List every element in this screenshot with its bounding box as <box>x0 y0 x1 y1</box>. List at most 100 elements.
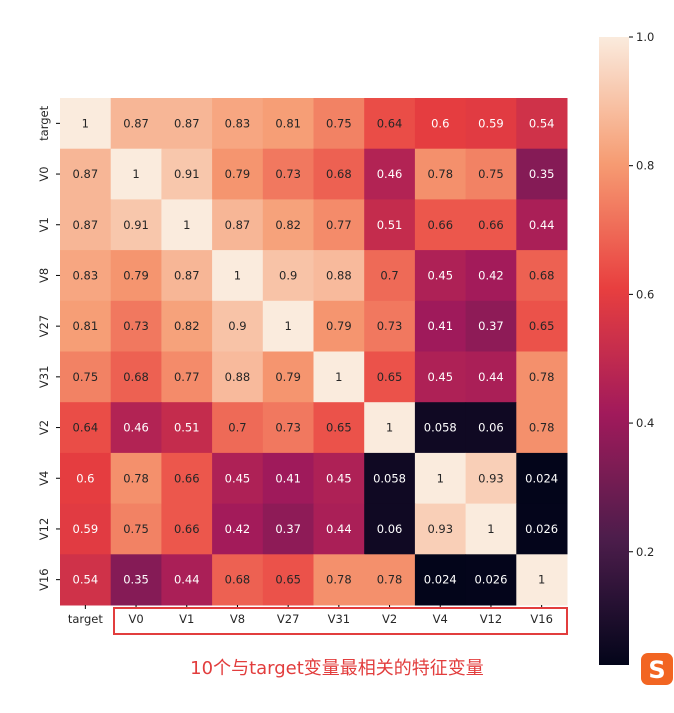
y-tick-label: V12 <box>37 518 51 541</box>
cell-value-label: 0.46 <box>377 167 403 181</box>
cell-value-label: 0.73 <box>123 319 149 333</box>
x-tick-label: V16 <box>530 612 553 626</box>
cell-value-label: 0.37 <box>275 522 301 536</box>
cell-value-label: 0.058 <box>373 471 406 485</box>
cell-value-label: 1 <box>538 573 545 587</box>
cell-value-label: 0.64 <box>73 421 99 435</box>
cell-value-label: 0.6 <box>76 471 94 485</box>
heatmap-cell <box>161 402 213 454</box>
cell-value-label: 0.68 <box>225 573 251 587</box>
colorbar-gradient <box>599 37 629 665</box>
heatmap-cell <box>364 452 416 505</box>
heatmap-cell <box>516 300 568 352</box>
heatmap-cell <box>110 250 162 302</box>
heatmap-cell <box>313 503 365 555</box>
heatmap-cell <box>161 554 213 606</box>
cell-value-label: 0.65 <box>275 573 301 587</box>
heatmap-cell <box>110 554 162 606</box>
heatmap-cell <box>465 452 517 505</box>
heatmap-cell <box>465 503 517 555</box>
colorbar-tick-label: 0.4 <box>636 416 654 430</box>
heatmap-cell <box>313 199 365 251</box>
heatmap-cell <box>414 98 467 150</box>
cell-value-label: 0.54 <box>73 573 99 587</box>
heatmap-cell <box>212 300 264 352</box>
heatmap-cell <box>516 452 568 505</box>
heatmap-cell <box>414 554 467 606</box>
cell-value-label: 0.91 <box>174 167 200 181</box>
cell-value-label: 0.51 <box>174 421 200 435</box>
x-tick-label: V27 <box>277 612 300 626</box>
cell-value-label: 1 <box>335 370 342 384</box>
heatmap-cell <box>60 351 112 403</box>
heatmap-cell-labels: 1 0.87 0.87 0.83 0.81 0.75 0.64 0.6 0.59 0.54 0.87… <box>73 116 559 586</box>
heatmap-cell <box>212 452 264 505</box>
cell-value-label: 0.81 <box>275 116 301 130</box>
heatmap-cell <box>212 250 264 302</box>
heatmap-cell <box>364 351 416 403</box>
cell-value-label: 0.66 <box>174 471 200 485</box>
cell-value-label: 0.68 <box>326 167 352 181</box>
heatmap-cell <box>212 503 264 555</box>
heatmap-cell <box>364 148 416 200</box>
cell-value-label: 0.44 <box>326 522 352 536</box>
cell-value-label: 0.54 <box>529 116 555 130</box>
cell-value-label: 0.35 <box>123 573 149 587</box>
heatmap-cell <box>414 148 467 200</box>
cell-value-label: 0.42 <box>225 522 251 536</box>
heatmap-cell <box>262 250 314 302</box>
cell-value-label: 0.6 <box>431 116 449 130</box>
heatmap-cell <box>313 148 365 200</box>
heatmap-cell <box>364 402 416 454</box>
heatmap-cell <box>516 250 568 302</box>
cell-value-label: 0.37 <box>478 319 504 333</box>
heatmap-cell <box>262 148 314 200</box>
cell-value-label: 1 <box>487 522 494 536</box>
cell-value-label: 0.7 <box>380 268 398 282</box>
cell-value-label: 1 <box>386 421 393 435</box>
cell-value-label: 0.81 <box>73 319 99 333</box>
x-tick-label: V4 <box>433 612 448 626</box>
logo-letter: S <box>648 656 665 684</box>
heatmap-cell <box>364 250 416 302</box>
y-tick-label: V27 <box>37 315 51 338</box>
heatmap-cell <box>313 554 365 606</box>
heatmap-cell <box>313 98 365 150</box>
heatmap-cell <box>212 402 264 454</box>
y-tick-label: V16 <box>37 568 51 591</box>
cell-value-label: 0.79 <box>275 370 301 384</box>
cell-value-label: 0.73 <box>275 421 301 435</box>
colorbar-tick-label: 1.0 <box>636 30 654 44</box>
heatmap-cell <box>161 148 213 200</box>
heatmap-cell <box>414 402 467 454</box>
heatmap-cell <box>60 98 112 150</box>
heatmap-cell <box>364 199 416 251</box>
heatmap-cell <box>110 402 162 454</box>
cell-value-label: 1 <box>132 167 139 181</box>
heatmap-cell <box>212 351 264 403</box>
heatmap-cell <box>465 148 517 200</box>
heatmap-cell <box>60 554 112 606</box>
cell-value-label: 0.75 <box>123 522 149 536</box>
cell-value-label: 0.83 <box>225 116 251 130</box>
cell-value-label: 0.41 <box>275 471 301 485</box>
heatmap-cell <box>364 300 416 352</box>
cell-value-label: 1 <box>437 471 444 485</box>
y-tick-label: V2 <box>37 420 51 435</box>
cell-value-label: 0.66 <box>174 522 200 536</box>
cell-value-label: 0.87 <box>174 116 200 130</box>
y-tick-label: V31 <box>37 366 51 389</box>
cell-value-label: 0.7 <box>228 421 246 435</box>
cell-value-label: 0.91 <box>123 218 149 232</box>
cell-value-label: 0.93 <box>427 522 453 536</box>
y-tick-label: target <box>37 105 51 140</box>
cell-value-label: 0.06 <box>377 522 403 536</box>
heatmap-cell <box>161 199 213 251</box>
cell-value-label: 0.06 <box>478 421 504 435</box>
heatmap-cell <box>262 503 314 555</box>
heatmap-cell <box>465 199 517 251</box>
cell-value-label: 0.44 <box>478 370 504 384</box>
cell-value-label: 0.65 <box>326 421 352 435</box>
heatmap-cell <box>414 452 467 505</box>
